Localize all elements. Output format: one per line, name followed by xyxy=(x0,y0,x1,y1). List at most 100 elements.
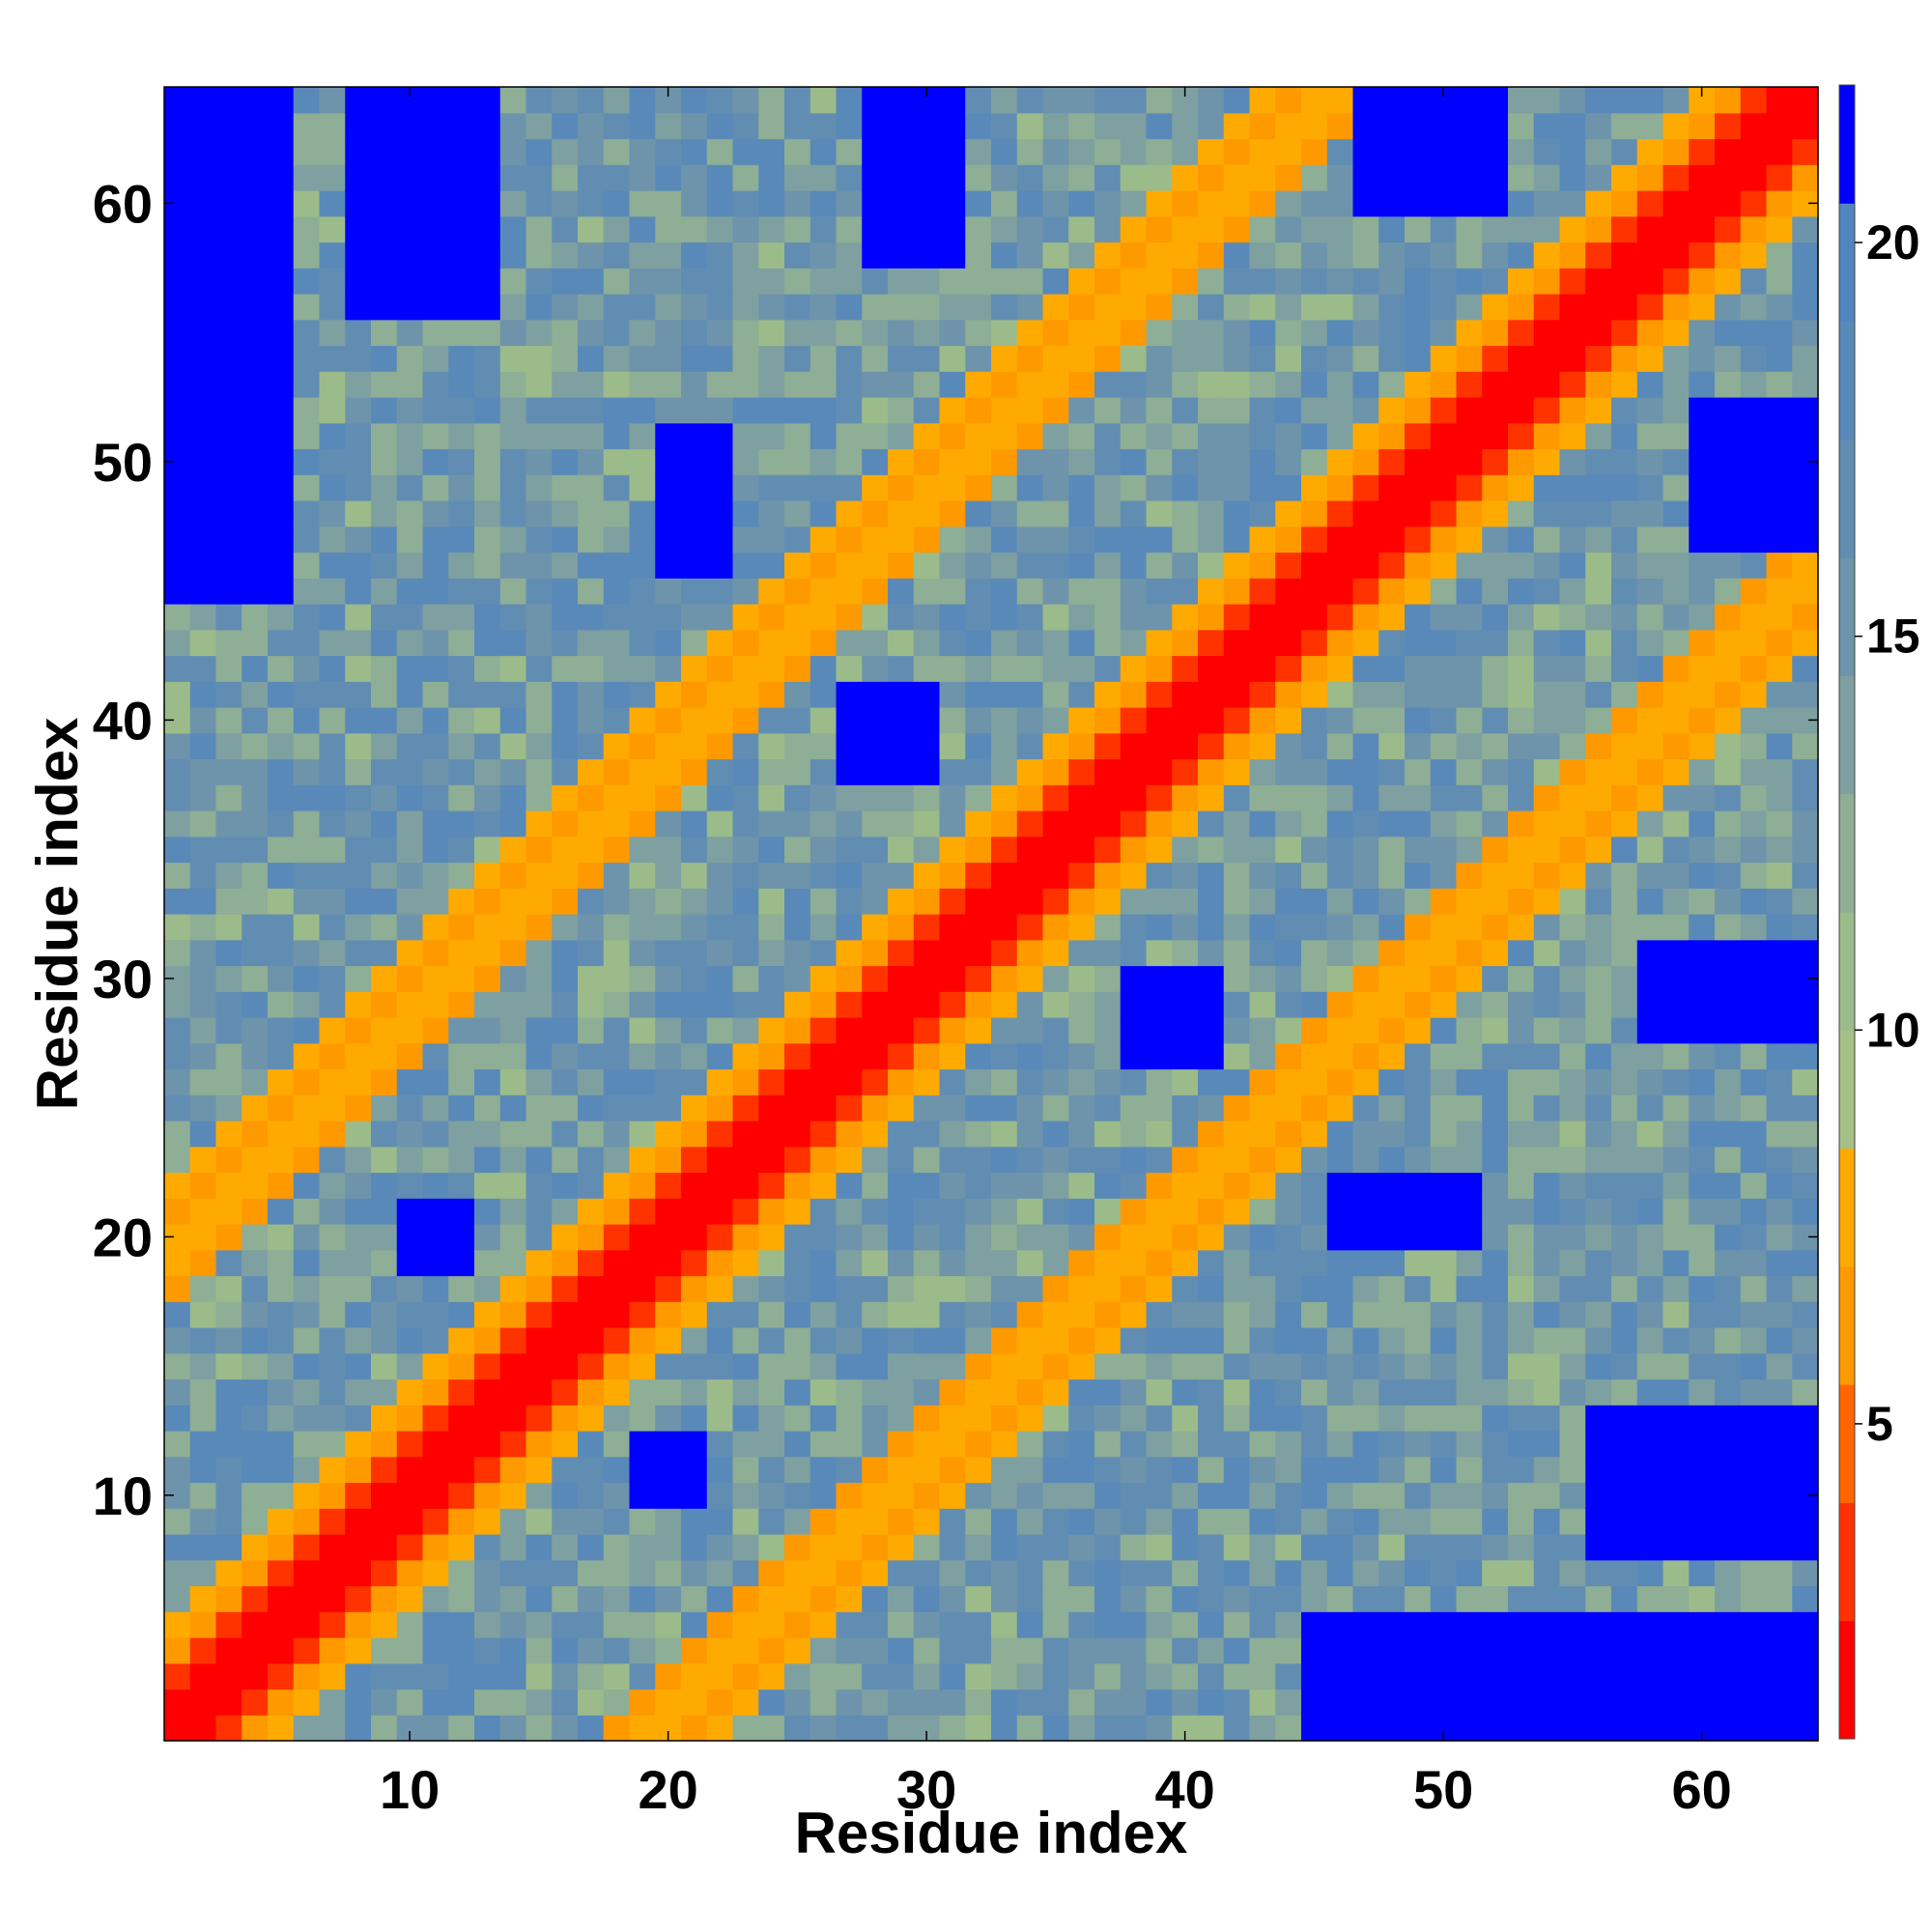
heatmap-cell xyxy=(991,1121,1018,1148)
heatmap-cell xyxy=(1249,1172,1276,1199)
heatmap-cell xyxy=(578,1352,605,1380)
heatmap-cell xyxy=(1172,1068,1199,1095)
heatmap-cell xyxy=(836,629,863,657)
heatmap-cell xyxy=(1740,681,1768,708)
heatmap-cell xyxy=(1146,604,1173,631)
heatmap-cell xyxy=(1146,991,1173,1018)
heatmap-cell xyxy=(1378,810,1406,838)
heatmap-cell xyxy=(1689,758,1716,785)
heatmap-cell xyxy=(629,112,656,140)
heatmap-cell xyxy=(732,319,759,347)
heatmap-cell xyxy=(215,112,242,140)
heatmap-cell xyxy=(681,1301,708,1328)
heatmap-cell xyxy=(629,991,656,1018)
heatmap-cell xyxy=(1094,732,1122,760)
heatmap-cell xyxy=(499,526,527,554)
heatmap-cell xyxy=(1456,1121,1483,1148)
heatmap-cell xyxy=(1636,1327,1664,1354)
heatmap-cell xyxy=(448,1172,475,1199)
heatmap-cell xyxy=(268,1146,295,1174)
heatmap-cell xyxy=(1636,888,1664,915)
heatmap-cell xyxy=(1611,1637,1638,1664)
heatmap-cell xyxy=(1636,1689,1664,1716)
heatmap-cell xyxy=(603,268,631,295)
heatmap-cell xyxy=(1715,345,1742,372)
heatmap-cell xyxy=(1146,526,1173,554)
heatmap-cell xyxy=(629,1637,656,1664)
heatmap-cell xyxy=(448,1534,475,1561)
heatmap-cell xyxy=(862,190,889,217)
heatmap-cell xyxy=(991,319,1018,347)
heatmap-cell xyxy=(1146,1301,1173,1328)
heatmap-cell xyxy=(706,268,734,295)
heatmap-cell xyxy=(215,784,242,811)
heatmap-cell xyxy=(1559,1715,1586,1742)
heatmap-cell xyxy=(1042,784,1069,811)
heatmap-cell xyxy=(810,294,838,321)
heatmap-cell xyxy=(1094,1068,1122,1095)
heatmap-cell xyxy=(1456,500,1483,527)
heatmap-cell xyxy=(1559,164,1586,191)
heatmap-cell xyxy=(1662,242,1690,269)
heatmap-cell xyxy=(1636,1559,1664,1587)
heatmap-cell xyxy=(888,294,915,321)
heatmap-cell xyxy=(345,862,372,889)
heatmap-cell xyxy=(1016,1405,1044,1432)
heatmap-cell xyxy=(1740,242,1768,269)
heatmap-cell xyxy=(345,1275,372,1302)
heatmap-cell xyxy=(1198,681,1225,708)
heatmap-cell xyxy=(888,500,915,527)
heatmap-cell xyxy=(578,190,605,217)
heatmap-cell xyxy=(1662,784,1690,811)
heatmap-cell xyxy=(1766,965,1793,992)
heatmap-cell xyxy=(1275,1662,1302,1690)
heatmap-cell xyxy=(1223,784,1251,811)
heatmap-cell xyxy=(578,1431,605,1458)
heatmap-cell xyxy=(1405,1068,1432,1095)
heatmap-cell xyxy=(603,1662,631,1690)
heatmap-cell xyxy=(1405,1378,1432,1406)
heatmap-cell xyxy=(578,1378,605,1406)
heatmap-cell xyxy=(965,681,992,708)
heatmap-cell xyxy=(1326,1689,1354,1716)
heatmap-cell xyxy=(655,552,682,579)
heatmap-cell xyxy=(1559,888,1586,915)
heatmap-cell xyxy=(629,294,656,321)
heatmap-cell xyxy=(1326,1068,1354,1095)
heatmap-cell xyxy=(319,965,346,992)
x-tick-label: 10 xyxy=(380,1759,440,1820)
heatmap-cell xyxy=(810,422,838,450)
heatmap-cell xyxy=(1715,319,1742,347)
heatmap-cell xyxy=(655,1508,682,1535)
heatmap-cell xyxy=(1378,319,1406,347)
heatmap-cell xyxy=(1172,1301,1199,1328)
heatmap-cell xyxy=(810,1431,838,1458)
heatmap-cell xyxy=(215,1249,242,1277)
heatmap-cell xyxy=(474,474,501,501)
heatmap-cell xyxy=(1456,655,1483,682)
heatmap-cell xyxy=(655,732,682,760)
heatmap-cell xyxy=(1326,1042,1354,1070)
heatmap-cell xyxy=(862,1689,889,1716)
heatmap-cell xyxy=(888,655,915,682)
heatmap-cell xyxy=(939,1172,966,1199)
heatmap-cell xyxy=(526,1275,553,1302)
heatmap-cell xyxy=(1275,707,1302,734)
heatmap-cell xyxy=(706,500,734,527)
heatmap-cell xyxy=(1120,319,1148,347)
heatmap-cell xyxy=(1792,1042,1819,1070)
heatmap-cell xyxy=(1275,1198,1302,1225)
heatmap-cell xyxy=(784,1559,811,1587)
heatmap-cell xyxy=(991,681,1018,708)
heatmap-cell xyxy=(1352,888,1379,915)
heatmap-cell xyxy=(422,1585,449,1612)
heatmap-cell xyxy=(396,1224,424,1251)
heatmap-cell xyxy=(1740,294,1768,321)
heatmap-cell xyxy=(1094,1352,1122,1380)
heatmap-cell xyxy=(1508,604,1535,631)
heatmap-cell xyxy=(1172,732,1199,760)
heatmap-cell xyxy=(862,1042,889,1070)
heatmap-cell xyxy=(345,500,372,527)
heatmap-cell xyxy=(189,190,217,217)
heatmap-cell xyxy=(1482,914,1509,941)
